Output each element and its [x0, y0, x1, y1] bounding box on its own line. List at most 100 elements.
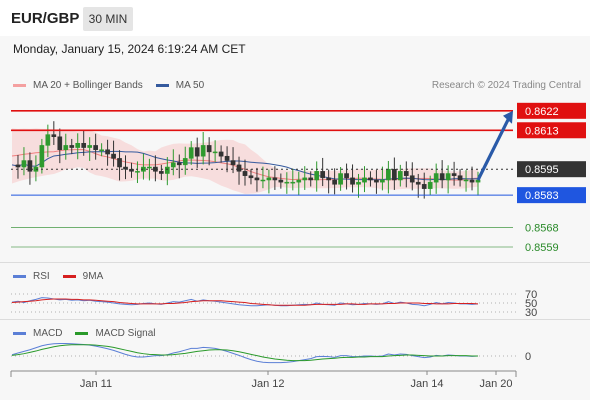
- candle-body: [272, 177, 278, 181]
- forecast-arrow: [476, 117, 511, 181]
- level-label-3: 0.8583: [525, 190, 559, 202]
- candle-body: [356, 181, 361, 185]
- macd-signal-line: [11, 344, 478, 362]
- chart-panel: [0, 36, 590, 400]
- level-label-1: 0.8613: [525, 125, 559, 137]
- candle-body: [344, 173, 349, 179]
- candle-body: [39, 145, 45, 168]
- candle-body: [296, 179, 302, 183]
- candle-body: [254, 177, 260, 181]
- candle-body: [63, 145, 69, 150]
- level-tag-3: [517, 187, 586, 204]
- candle-body: [69, 145, 75, 148]
- timeframe-tab[interactable]: 30 MIN: [83, 7, 133, 31]
- level-tag-1: [517, 122, 586, 139]
- level-label-4: 0.8568: [525, 223, 559, 235]
- legend-label-ma50: MA 50: [175, 80, 205, 91]
- legend-label-rsi: RSI: [33, 271, 50, 282]
- candle-body: [380, 179, 385, 183]
- legend-swatch-macd: [13, 332, 26, 335]
- candle-body: [51, 134, 57, 138]
- candle-body: [57, 136, 63, 150]
- candle-body: [164, 166, 170, 174]
- candle-body: [218, 151, 224, 157]
- legend-swatch-rsi: [13, 275, 26, 278]
- candle-body: [427, 181, 433, 189]
- legend-swatch-macd-signal: [75, 332, 89, 335]
- rsi-level-label: 30: [525, 307, 537, 319]
- legend-label-ma20: MA 20 + Bollinger Bands: [33, 80, 143, 91]
- candle-body: [374, 179, 379, 183]
- candle-body: [445, 173, 451, 181]
- candle-body: [200, 145, 206, 157]
- legend-swatch-9ma: [62, 275, 76, 278]
- instrument-title: EUR/GBP: [11, 10, 80, 27]
- candle-body: [236, 164, 242, 172]
- candle-body: [27, 160, 33, 172]
- candle-body: [123, 166, 128, 170]
- candle-body: [469, 179, 475, 183]
- candle-body: [170, 162, 176, 168]
- candle-body: [302, 177, 308, 181]
- divider-rsi: [0, 262, 590, 263]
- candle-body: [93, 145, 98, 150]
- legend-swatch-ma20: [13, 84, 26, 87]
- candle-body: [338, 173, 343, 185]
- candle-body: [326, 177, 331, 181]
- candle-body: [433, 173, 439, 183]
- candle-body: [409, 175, 415, 183]
- candle-body: [260, 179, 266, 182]
- candle-body: [421, 184, 427, 189]
- candle-body: [230, 160, 236, 166]
- source-credit: Research © 2024 Trading Central: [431, 80, 581, 91]
- candle-body: [350, 177, 355, 185]
- candle-body: [320, 171, 326, 179]
- candle-body: [117, 158, 122, 168]
- candle-body: [308, 177, 314, 181]
- candle-body: [248, 175, 254, 179]
- candle-body: [386, 168, 391, 181]
- candle-body: [457, 175, 463, 181]
- divider-macd: [0, 319, 590, 320]
- forecast-arrow-head: [503, 110, 513, 124]
- macd-zero-label: 0: [525, 351, 531, 363]
- candle-body: [105, 149, 110, 155]
- macd-legend: MACD MACD Signal: [13, 328, 155, 339]
- candle-body: [147, 166, 152, 169]
- candle-body: [368, 177, 373, 181]
- level-tag-0: [517, 102, 586, 119]
- candle-body: [15, 164, 21, 168]
- level-label-5: 0.8559: [525, 242, 559, 254]
- x-tick-label: Jan 12: [251, 378, 284, 390]
- candle-body: [284, 181, 290, 184]
- candle-body: [332, 179, 337, 185]
- rsi-legend: RSI 9MA: [13, 271, 103, 282]
- x-tick-label: Jan 20: [479, 378, 512, 390]
- candle-body: [290, 181, 296, 184]
- rsi-level-label: 70: [525, 289, 537, 301]
- legend-swatch-ma50: [155, 84, 169, 87]
- candle-body: [415, 181, 421, 185]
- legend-label-9ma: 9MA: [82, 271, 104, 282]
- x-tick-label: Jan 14: [410, 378, 443, 390]
- legend-label-macd-signal: MACD Signal: [95, 328, 156, 339]
- candle-body: [362, 177, 367, 183]
- level-label-2: 0.8595: [525, 164, 559, 176]
- main-legend: MA 20 + Bollinger Bands MA 50: [13, 80, 204, 91]
- candle-body: [403, 171, 409, 176]
- candle-body: [278, 179, 284, 183]
- candle-body: [135, 171, 140, 173]
- candle-body: [87, 145, 93, 148]
- candle-body: [188, 147, 194, 159]
- candle-body: [45, 134, 51, 146]
- candle-body: [242, 171, 248, 176]
- level-tag-2: [517, 161, 586, 178]
- candle-body: [206, 145, 212, 153]
- candle-body: [194, 147, 200, 157]
- candle-body: [111, 153, 116, 159]
- candle-body: [463, 179, 469, 182]
- candle-body: [176, 162, 182, 166]
- legend-label-macd: MACD: [33, 328, 63, 339]
- candle-body: [21, 160, 27, 168]
